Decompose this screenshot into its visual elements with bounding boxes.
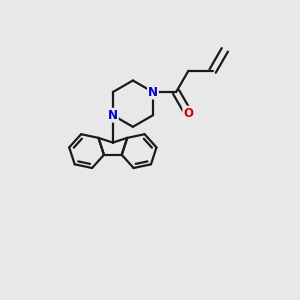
Text: N: N — [108, 109, 118, 122]
Text: N: N — [148, 85, 158, 99]
Text: O: O — [183, 107, 193, 120]
